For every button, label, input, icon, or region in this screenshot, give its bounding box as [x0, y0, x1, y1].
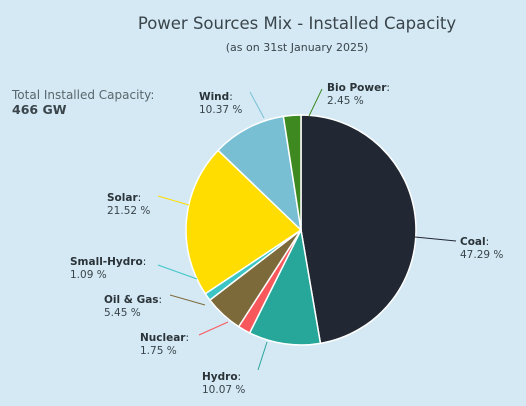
- total-capacity-value: 466 GW: [12, 102, 67, 117]
- slice-value-bio-power: 2.45 %: [327, 95, 364, 107]
- slice-value-solar: 21.52 %: [107, 205, 150, 217]
- slice-name-bio-power: Bio Power:: [327, 82, 390, 94]
- leader-line-hydro: [257, 341, 268, 371]
- chart-subtitle: (as on 31st January 2025): [226, 41, 368, 54]
- pie-slice-solar: [185, 149, 303, 295]
- pie-slice-wind: [216, 115, 303, 233]
- chart-title: Power Sources Mix - Installed Capacity: [138, 14, 457, 33]
- slice-name-hydro: Hydro:: [202, 371, 241, 383]
- slice-name-oil-gas: Oil & Gas:: [104, 294, 162, 306]
- slice-name-solar: Solar:: [107, 192, 141, 204]
- leader-line-nuclear: [198, 321, 229, 336]
- slice-name-small-hydro: Small-Hydro:: [70, 256, 146, 268]
- slice-value-oil-gas: 5.45 %: [104, 307, 141, 319]
- slice-value-wind: 10.37 %: [199, 104, 242, 116]
- leader-line-solar: [157, 195, 190, 206]
- leader-line-coal: [414, 236, 457, 242]
- total-capacity-label: Total Installed Capacity:: [11, 88, 154, 102]
- leader-line-oil-gas: [169, 294, 206, 306]
- slice-name-coal: Coal:: [460, 236, 489, 248]
- slice-name-nuclear: Nuclear:: [140, 332, 189, 344]
- slice-labels: Coal:47.29 % Hydro:10.07 % Nuclear:1.75 % O…: [70, 82, 503, 396]
- slice-value-hydro: 10.07 %: [202, 384, 245, 396]
- slice-value-small-hydro: 1.09 %: [70, 269, 107, 281]
- leader-line-small-hydro: [157, 264, 198, 280]
- leader-lines: [157, 88, 457, 371]
- pie-slice-hydro: [248, 227, 322, 346]
- pie-slices: [185, 114, 417, 346]
- slice-name-wind: Wind:: [199, 91, 233, 103]
- slice-value-nuclear: 1.75 %: [140, 345, 177, 357]
- pie-slice-coal: [300, 114, 417, 345]
- slice-value-coal: 47.29 %: [460, 249, 503, 261]
- leader-line-bio-power: [308, 88, 323, 117]
- leader-line-wind: [249, 91, 265, 119]
- pie-slice-bio-power: [282, 114, 302, 231]
